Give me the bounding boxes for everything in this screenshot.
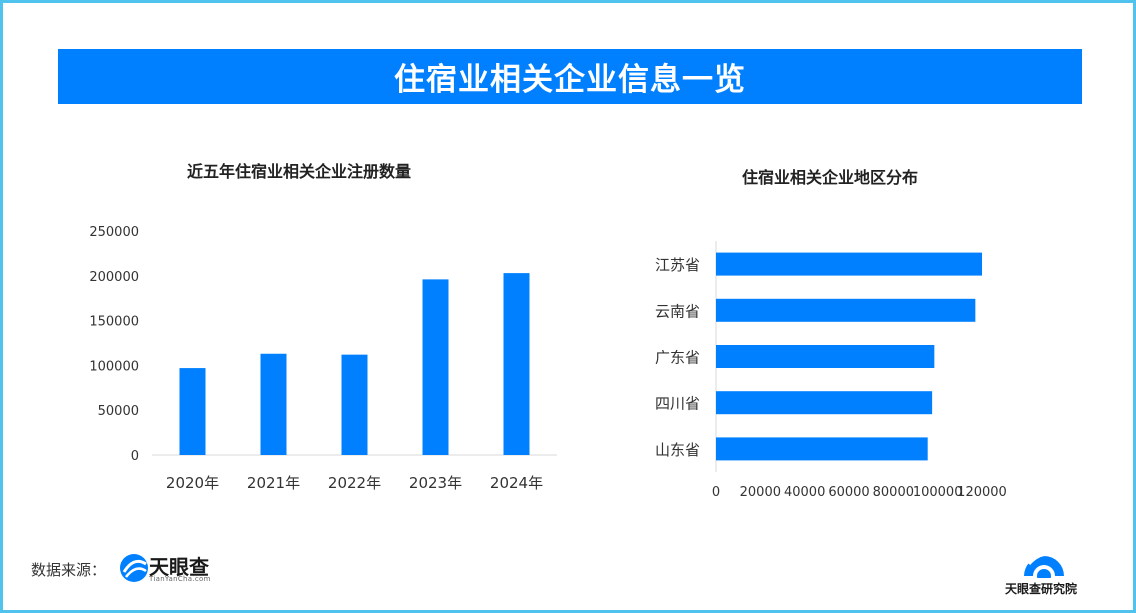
region-bar — [716, 345, 935, 368]
region-bar — [716, 298, 976, 322]
x-tick-label: 2020年 — [166, 474, 219, 492]
bar — [422, 279, 449, 455]
y-tick-label: 150000 — [89, 315, 139, 330]
x-tick-label: 40000 — [784, 485, 825, 500]
x-tick-label: 60000 — [828, 485, 869, 500]
x-tick-label: 80000 — [873, 485, 914, 500]
region-label: 山东省 — [655, 441, 700, 459]
x-tick-label: 20000 — [740, 485, 781, 500]
region-label: 四川省 — [655, 395, 700, 413]
institute-name: 天眼查研究院 — [1005, 582, 1078, 596]
tianyancha-logo-icon — [120, 554, 148, 582]
region-label: 江苏省 — [655, 256, 700, 274]
region-bar — [716, 252, 982, 276]
source-label: 数据来源： — [31, 561, 107, 579]
y-tick-label: 250000 — [89, 225, 139, 240]
x-tick-label: 2022年 — [328, 474, 381, 492]
tianyancha-logo-sub: TianYanCha.com — [149, 575, 211, 583]
x-tick-label: 2024年 — [490, 474, 543, 492]
region-label: 广东省 — [655, 349, 700, 367]
bar — [260, 353, 287, 455]
y-tick-label: 50000 — [98, 404, 139, 419]
bar-chart-title: 近五年住宿业相关企业注册数量 — [187, 162, 412, 181]
institute-logo-icon — [1024, 552, 1064, 578]
x-tick-label: 0 — [712, 485, 720, 500]
bar — [179, 368, 206, 455]
region-chart-title: 住宿业相关企业地区分布 — [742, 168, 919, 187]
x-tick-label: 2021年 — [247, 474, 300, 492]
x-tick-label: 120000 — [957, 485, 1007, 500]
y-tick-label: 200000 — [89, 270, 139, 285]
x-tick-label: 2023年 — [409, 474, 462, 492]
y-tick-label: 0 — [131, 449, 139, 464]
region-bar — [716, 391, 933, 415]
y-tick-label: 100000 — [89, 359, 139, 374]
tianyancha-logo-name: 天眼查 — [149, 555, 209, 579]
bar — [503, 273, 530, 455]
bar — [341, 354, 368, 455]
region-bar — [716, 437, 928, 461]
x-tick-label: 100000 — [913, 485, 963, 500]
region-label: 云南省 — [655, 302, 700, 320]
banner-title: 住宿业相关企业信息一览 — [58, 49, 1082, 104]
